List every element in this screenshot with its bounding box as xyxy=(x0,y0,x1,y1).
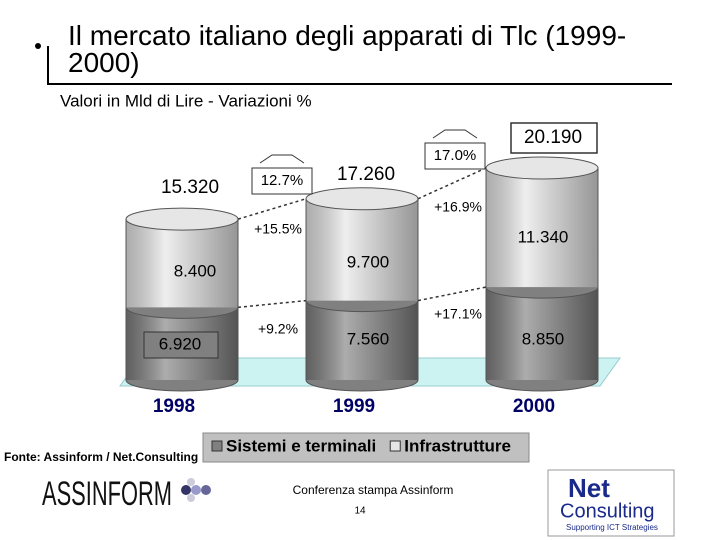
growth-label: +17.1% xyxy=(434,306,482,322)
logo-tagline: Supporting ICT Strategies xyxy=(566,523,658,532)
growth-bracket xyxy=(432,129,478,139)
x-tick-label: 1998 xyxy=(153,396,195,417)
legend-label: Sistemi e terminali xyxy=(226,436,376,455)
growth-label: +9.2% xyxy=(258,321,298,337)
footer-event: Conferenza stampa Assinform xyxy=(293,483,454,497)
data-label: 6.920 xyxy=(159,334,202,353)
growth-connector xyxy=(237,198,307,220)
segment-top xyxy=(305,187,419,211)
total-label: 15.320 xyxy=(161,177,219,198)
segment-top xyxy=(125,207,239,231)
segment-top xyxy=(485,156,599,180)
growth-box xyxy=(251,167,313,195)
legend-label: Infrastrutture xyxy=(404,436,511,455)
growth-label: 12.7% xyxy=(261,172,304,189)
subtitle: Valori in Mld di Lire - Variazioni % xyxy=(60,91,312,110)
data-label: 11.340 xyxy=(518,227,569,246)
growth-label: 17.0% xyxy=(434,147,477,164)
x-tick-label: 1999 xyxy=(333,396,375,417)
bar-shading xyxy=(486,287,598,380)
total-label: 17.260 xyxy=(337,164,395,185)
x-tick-label: 2000 xyxy=(513,396,555,417)
legend-box xyxy=(202,432,530,463)
title-rule xyxy=(47,46,672,85)
logo-dots xyxy=(181,478,211,502)
bullet xyxy=(35,43,41,49)
bar-shading xyxy=(126,219,238,308)
growth-connector xyxy=(237,299,307,309)
legend-swatch xyxy=(211,440,223,452)
source: Fonte: Assinform / Net.Consulting xyxy=(4,450,198,464)
growth-label: +15.5% xyxy=(254,221,302,237)
data-label: 7.560 xyxy=(347,329,390,348)
net-logo: Net xyxy=(568,473,610,503)
data-label: 9.700 xyxy=(347,252,390,271)
data-label: 8.850 xyxy=(522,329,565,348)
netconsulting-logo-box xyxy=(547,469,675,537)
total-label: 20.190 xyxy=(524,127,582,148)
page-number: 14 xyxy=(354,506,366,517)
growth-label: +16.9% xyxy=(434,199,482,215)
growth-box xyxy=(424,142,486,170)
growth-bracket xyxy=(259,154,305,164)
assinform-logo: ASSINFORM xyxy=(42,475,172,513)
bar-shading xyxy=(306,300,418,380)
data-label: 8.400 xyxy=(174,261,217,280)
bar-shading xyxy=(306,198,418,301)
legend-swatch xyxy=(389,440,401,452)
slide-title: Il mercato italiano degli apparati di Tl… xyxy=(68,20,627,78)
bar-shading xyxy=(486,168,598,288)
label-box xyxy=(510,122,598,154)
growth-connector xyxy=(417,286,487,302)
consulting-logo: Consulting xyxy=(560,500,655,522)
growth-connector xyxy=(417,167,487,200)
label-box xyxy=(143,331,219,359)
